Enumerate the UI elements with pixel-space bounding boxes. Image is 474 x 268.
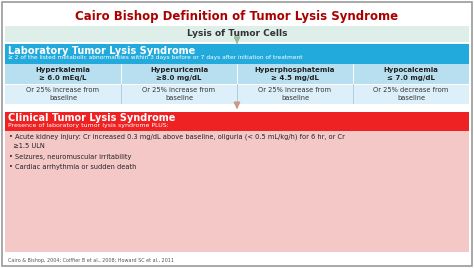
Text: • Acute kidney injury: Cr increased 0.3 mg/dL above baseline, oliguria (< 0.5 mL: • Acute kidney injury: Cr increased 0.3 … (9, 134, 345, 148)
Text: Laboratory Tumor Lysis Syndrome: Laboratory Tumor Lysis Syndrome (8, 46, 195, 56)
Text: Lysis of Tumor Cells: Lysis of Tumor Cells (187, 29, 287, 39)
Text: Or 25% increase from
baseline: Or 25% increase from baseline (27, 87, 100, 101)
Text: Or 25% increase from
baseline: Or 25% increase from baseline (143, 87, 216, 101)
Text: Hyperuricemia
≥8.0 mg/dL: Hyperuricemia ≥8.0 mg/dL (150, 67, 208, 81)
Text: Cairo & Bishop, 2004; Coiffier B et al., 2008; Howard SC et al., 2011: Cairo & Bishop, 2004; Coiffier B et al.,… (8, 258, 174, 263)
Text: Presence of laboratory tumor lysis syndrome PLUS:: Presence of laboratory tumor lysis syndr… (8, 123, 169, 128)
Bar (5, 64, 469, 84)
Text: Or 25% decrease from
baseline: Or 25% decrease from baseline (374, 87, 448, 101)
Text: Cairo Bishop Definition of Tumor Lysis Syndrome: Cairo Bishop Definition of Tumor Lysis S… (75, 10, 399, 23)
Text: Clinical Tumor Lysis Syndrome: Clinical Tumor Lysis Syndrome (8, 113, 175, 123)
Text: • Cardiac arrhythmia or sudden death: • Cardiac arrhythmia or sudden death (9, 164, 137, 170)
Bar (5, 112, 469, 131)
Text: Hypocalcemia
≤ 7.0 mg/dL: Hypocalcemia ≤ 7.0 mg/dL (383, 67, 438, 81)
Bar (5, 44, 469, 64)
Bar (5, 131, 469, 252)
Text: Hyperkalemia
≥ 6.0 mEq/L: Hyperkalemia ≥ 6.0 mEq/L (36, 67, 91, 81)
Bar (5, 26, 469, 42)
Text: • Seizures, neuromuscular irritability: • Seizures, neuromuscular irritability (9, 154, 131, 160)
Text: Hyperphosphatemia
≥ 4.5 mg/dL: Hyperphosphatemia ≥ 4.5 mg/dL (255, 67, 335, 81)
Text: Or 25% increase from
baseline: Or 25% increase from baseline (258, 87, 331, 101)
Bar (5, 84, 469, 104)
Text: ≥ 2 of the listed metabolic abnormalities within 3 days before or 7 days after i: ≥ 2 of the listed metabolic abnormalitie… (8, 55, 302, 60)
